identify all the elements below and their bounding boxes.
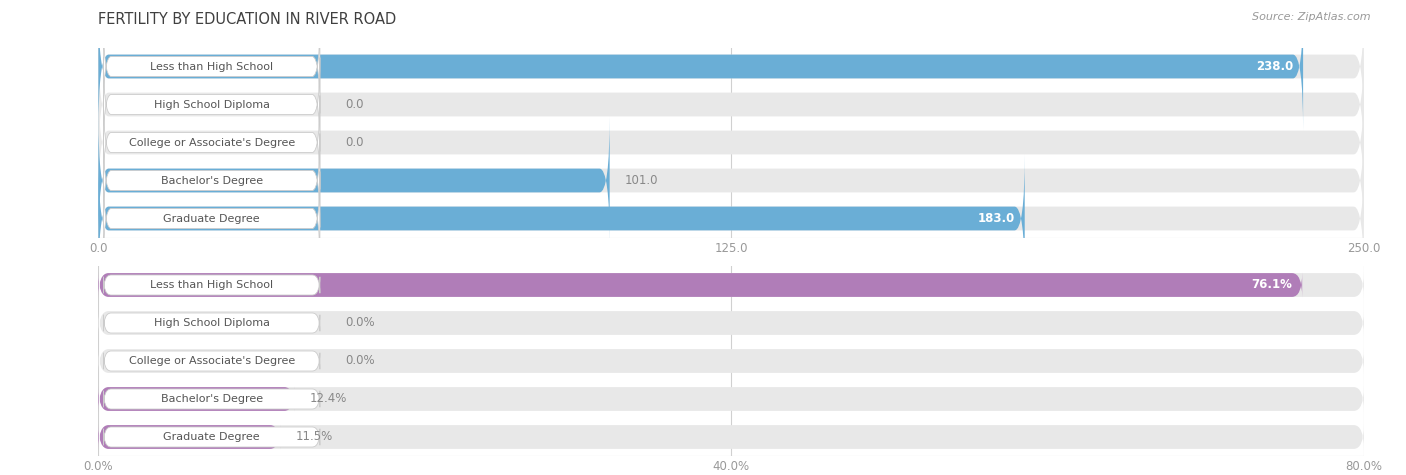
Text: 76.1%: 76.1%: [1251, 278, 1292, 292]
FancyBboxPatch shape: [98, 2, 1303, 131]
FancyBboxPatch shape: [104, 133, 321, 228]
Text: 12.4%: 12.4%: [309, 392, 347, 406]
Text: 0.0%: 0.0%: [346, 354, 375, 368]
FancyBboxPatch shape: [104, 19, 321, 114]
FancyBboxPatch shape: [104, 389, 321, 409]
Text: Graduate Degree: Graduate Degree: [163, 432, 260, 442]
Text: Bachelor's Degree: Bachelor's Degree: [160, 175, 263, 186]
Text: Graduate Degree: Graduate Degree: [163, 213, 260, 224]
Text: 0.0: 0.0: [346, 136, 364, 149]
Text: Less than High School: Less than High School: [150, 61, 273, 72]
Text: College or Associate's Degree: College or Associate's Degree: [128, 356, 295, 366]
FancyBboxPatch shape: [98, 40, 1364, 169]
FancyBboxPatch shape: [98, 116, 1364, 245]
Text: Bachelor's Degree: Bachelor's Degree: [160, 394, 263, 404]
FancyBboxPatch shape: [98, 387, 295, 411]
FancyBboxPatch shape: [98, 2, 1364, 131]
FancyBboxPatch shape: [104, 275, 321, 295]
FancyBboxPatch shape: [104, 95, 321, 190]
FancyBboxPatch shape: [98, 311, 1364, 335]
Text: Less than High School: Less than High School: [150, 280, 273, 290]
FancyBboxPatch shape: [98, 425, 1364, 449]
Text: 0.0%: 0.0%: [346, 316, 375, 330]
FancyBboxPatch shape: [98, 349, 1364, 373]
FancyBboxPatch shape: [104, 313, 321, 333]
FancyBboxPatch shape: [104, 427, 321, 447]
FancyBboxPatch shape: [104, 57, 321, 152]
FancyBboxPatch shape: [98, 154, 1025, 283]
Text: 183.0: 183.0: [977, 212, 1015, 225]
Text: Source: ZipAtlas.com: Source: ZipAtlas.com: [1253, 12, 1371, 22]
FancyBboxPatch shape: [98, 425, 280, 449]
FancyBboxPatch shape: [98, 273, 1302, 297]
Text: High School Diploma: High School Diploma: [153, 99, 270, 110]
FancyBboxPatch shape: [98, 116, 610, 245]
Text: College or Associate's Degree: College or Associate's Degree: [128, 137, 295, 148]
Text: 101.0: 101.0: [624, 174, 658, 187]
FancyBboxPatch shape: [98, 273, 1364, 297]
Text: 0.0: 0.0: [346, 98, 364, 111]
FancyBboxPatch shape: [98, 154, 1364, 283]
FancyBboxPatch shape: [104, 171, 321, 266]
Text: 238.0: 238.0: [1256, 60, 1294, 73]
Text: High School Diploma: High School Diploma: [153, 318, 270, 328]
FancyBboxPatch shape: [98, 78, 1364, 207]
FancyBboxPatch shape: [98, 387, 1364, 411]
FancyBboxPatch shape: [104, 351, 321, 371]
Text: FERTILITY BY EDUCATION IN RIVER ROAD: FERTILITY BY EDUCATION IN RIVER ROAD: [98, 12, 396, 27]
Text: 11.5%: 11.5%: [295, 430, 333, 444]
